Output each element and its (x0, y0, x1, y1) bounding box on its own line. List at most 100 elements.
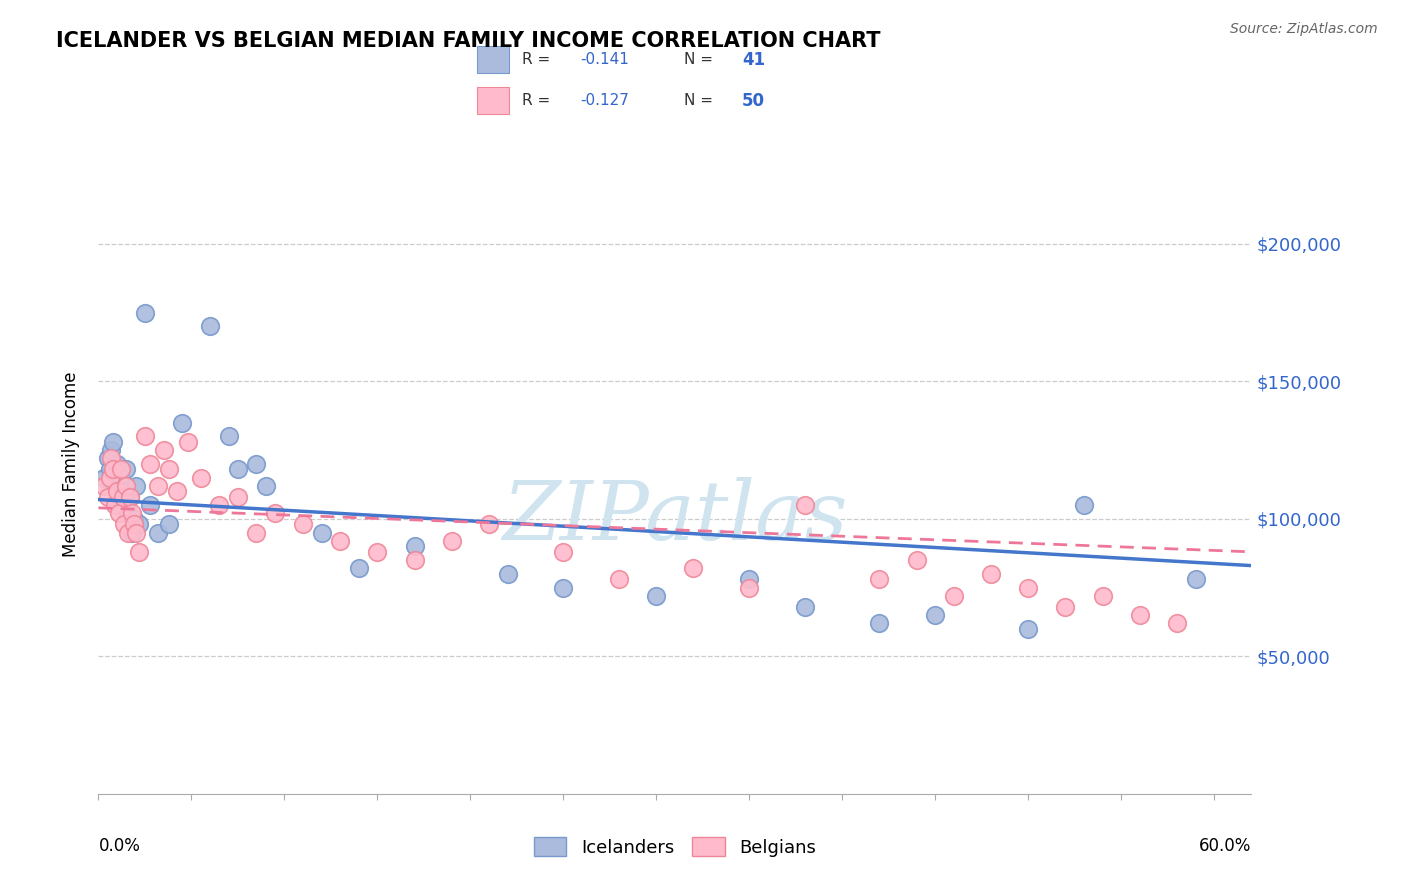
Point (152, 443, 174, 458)
Point (124, 479, 146, 493)
Point (103, 434, 125, 449)
Point (128, 545, 150, 559)
Point (311, 525, 333, 540)
Legend: Icelanders, Belgians: Icelanders, Belgians (527, 830, 823, 864)
Point (122, 512, 145, 526)
Point (942, 589, 965, 603)
Point (553, 581, 575, 595)
Point (97, 451, 120, 466)
Point (738, 581, 761, 595)
Point (1017, 622, 1039, 636)
Point (218, 429, 240, 443)
Point (404, 539, 426, 553)
Point (104, 479, 127, 493)
Text: ZIPatlas: ZIPatlas (502, 476, 848, 557)
Point (245, 457, 267, 471)
Point (122, 517, 145, 532)
Point (117, 525, 139, 540)
Point (114, 484, 136, 499)
Point (103, 462, 125, 476)
Point (98, 462, 121, 476)
Point (146, 525, 169, 540)
Text: -0.127: -0.127 (581, 94, 630, 108)
Bar (477, 46, 509, 73)
Text: R =: R = (522, 53, 555, 67)
Point (128, 517, 150, 532)
Point (1017, 581, 1039, 595)
Point (118, 490, 141, 504)
Point (172, 416, 194, 430)
Point (1166, 616, 1188, 631)
Point (366, 545, 388, 559)
Point (115, 462, 138, 476)
Point (226, 462, 249, 476)
Text: 0.0%: 0.0% (98, 837, 141, 855)
Point (607, 573, 630, 587)
Text: R =: R = (522, 94, 555, 108)
Point (794, 498, 817, 512)
Point (645, 589, 668, 603)
Y-axis label: Median Family Income: Median Family Income (62, 371, 80, 557)
Point (121, 525, 143, 540)
Point (478, 517, 501, 532)
Text: 50: 50 (742, 92, 765, 110)
Point (868, 616, 890, 631)
Point (738, 573, 761, 587)
Point (100, 451, 122, 466)
Point (1073, 498, 1095, 512)
Point (404, 553, 426, 567)
Point (97, 490, 120, 504)
Point (134, 305, 156, 319)
Point (118, 490, 141, 504)
Point (226, 490, 249, 504)
Point (110, 470, 132, 484)
Point (139, 457, 162, 471)
Point (1184, 573, 1206, 587)
Point (114, 517, 136, 532)
Point (329, 533, 352, 548)
Point (682, 561, 704, 575)
Point (980, 566, 1002, 581)
Point (1091, 589, 1114, 603)
Point (108, 507, 131, 521)
Point (105, 484, 128, 499)
Point (264, 507, 287, 521)
Point (93, 470, 115, 484)
Point (254, 479, 277, 493)
Point (93, 479, 115, 493)
Point (108, 490, 131, 504)
Point (905, 553, 928, 567)
Point (1129, 608, 1152, 623)
Bar (477, 87, 509, 114)
Point (110, 462, 132, 476)
Point (98, 470, 121, 484)
Point (139, 498, 162, 512)
Text: -0.141: -0.141 (581, 53, 630, 67)
Point (124, 525, 146, 540)
Text: ICELANDER VS BELGIAN MEDIAN FAMILY INCOME CORRELATION CHART: ICELANDER VS BELGIAN MEDIAN FAMILY INCOM… (56, 31, 880, 51)
Point (208, 498, 231, 512)
Point (104, 498, 127, 512)
Point (117, 507, 139, 521)
Point (291, 517, 314, 532)
Point (100, 443, 122, 458)
Point (553, 545, 575, 559)
Point (111, 490, 134, 504)
Text: N =: N = (683, 53, 717, 67)
Point (440, 533, 463, 548)
Point (347, 561, 370, 575)
Point (924, 608, 946, 623)
Point (111, 498, 134, 512)
Point (157, 517, 180, 532)
Text: N =: N = (683, 94, 717, 108)
Point (794, 599, 817, 614)
Point (146, 479, 169, 493)
Point (190, 470, 212, 484)
Point (166, 484, 188, 499)
Point (134, 429, 156, 443)
Point (868, 573, 890, 587)
Point (157, 462, 180, 476)
Text: Source: ZipAtlas.com: Source: ZipAtlas.com (1230, 22, 1378, 37)
Point (121, 507, 143, 521)
Point (245, 525, 267, 540)
